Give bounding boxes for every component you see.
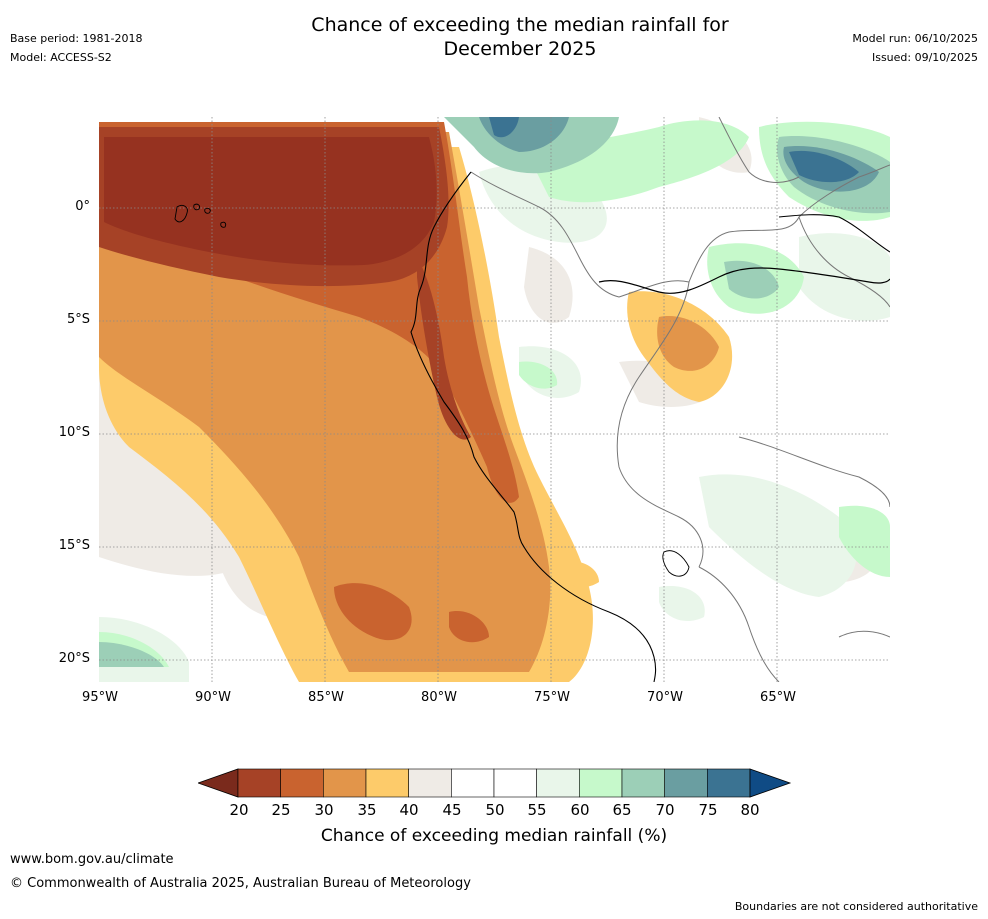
island xyxy=(220,221,227,228)
brown-strip xyxy=(417,257,471,440)
colorbar-title: Chance of exceeding median rainfall (%) xyxy=(320,826,668,846)
lon-label: 75°W xyxy=(534,690,570,705)
lat-label: 20°S xyxy=(58,651,90,666)
model-text: Model: ACCESS-S2 xyxy=(10,51,112,64)
footer-disclaimer: Boundaries are not considered authoritat… xyxy=(734,900,978,913)
border-line xyxy=(470,164,890,298)
base-period-text: Base period: 1981-2018 xyxy=(10,32,143,45)
dark-blue-regions xyxy=(489,117,859,183)
colorbar-bin xyxy=(621,768,665,798)
lat-label: 5°S xyxy=(66,312,90,327)
deep-brown-region xyxy=(104,137,437,266)
colorbar-bin xyxy=(536,768,580,798)
lat-label: 10°S xyxy=(58,425,90,440)
beige-region xyxy=(524,247,573,323)
colorbar-over-arrow xyxy=(749,768,792,798)
border-line xyxy=(718,117,800,183)
dark-orange-region xyxy=(334,583,412,641)
footer-copyright: © Commonwealth of Australia 2025, Austra… xyxy=(10,876,471,891)
country-borders xyxy=(470,117,890,682)
colorbar-bin xyxy=(707,768,751,798)
orange-region xyxy=(657,316,719,371)
colorbar-tick-label: 40 xyxy=(399,801,419,819)
colorbar-tick-label: 30 xyxy=(314,801,334,819)
colorbar-tick-label: 70 xyxy=(655,801,675,819)
issued-text: Issued: 09/10/2025 xyxy=(871,51,978,64)
graticule xyxy=(99,117,890,682)
lake-titicaca xyxy=(662,550,690,577)
colorbar-tick-label: 45 xyxy=(442,801,462,819)
footer-url[interactable]: www.bom.gov.au/climate xyxy=(10,852,174,867)
colorbar-under-arrow xyxy=(198,768,239,798)
bright-green-region xyxy=(529,120,749,203)
model-run-text: Model run: 06/10/2025 xyxy=(852,32,978,45)
lon-label: 95°W xyxy=(82,690,118,705)
bright-green-region xyxy=(839,505,890,577)
colorbar-bin xyxy=(579,768,623,798)
colorbar-bin xyxy=(451,768,495,798)
light-green-region xyxy=(699,474,857,597)
rainfall-probability-map xyxy=(99,117,890,682)
border-line xyxy=(698,566,780,682)
coastline xyxy=(410,171,657,682)
negro-river xyxy=(778,214,890,253)
amazon-river xyxy=(598,267,890,294)
colorbar-tick-label: 55 xyxy=(527,801,547,819)
colorbar-bin xyxy=(365,768,409,798)
colorbar-bin xyxy=(237,768,281,798)
lat-label: 15°S xyxy=(58,538,90,553)
border-line xyxy=(798,216,890,308)
bright-green-region xyxy=(519,361,558,389)
lat-label: 0° xyxy=(75,199,90,214)
yellow-region xyxy=(559,560,599,588)
map-title: Chance of exceeding the median rainfall … xyxy=(0,13,988,61)
island xyxy=(204,207,211,214)
light-green-region xyxy=(659,586,705,622)
dark-blue-region xyxy=(489,117,519,138)
colorbar-bin xyxy=(280,768,324,798)
island xyxy=(174,204,188,223)
border-line xyxy=(838,630,890,638)
colorbar-tick-label: 80 xyxy=(740,801,760,819)
colorbar-bins xyxy=(237,768,751,798)
colorbar-bin xyxy=(493,768,537,798)
colorbar-tick-label: 50 xyxy=(485,801,505,819)
colorbar-tick-label: 60 xyxy=(570,801,590,819)
colorbar-tick-label: 35 xyxy=(357,801,377,819)
lon-label: 80°W xyxy=(421,690,457,705)
border-line xyxy=(616,281,704,568)
lon-label: 65°W xyxy=(760,690,796,705)
title-line-1: Chance of exceeding the median rainfall … xyxy=(311,14,729,36)
lon-label: 70°W xyxy=(647,690,683,705)
colorbar-bin xyxy=(408,768,452,798)
colorbar-tick-label: 25 xyxy=(271,801,291,819)
colorbar-tick-label: 20 xyxy=(229,801,249,819)
colorbar-bin xyxy=(664,768,708,798)
lon-label: 85°W xyxy=(308,690,344,705)
dark-orange-region xyxy=(449,611,489,643)
title-line-2: December 2025 xyxy=(443,38,597,60)
border-line xyxy=(738,436,890,508)
lon-label: 90°W xyxy=(195,690,231,705)
colorbar-bin xyxy=(323,768,367,798)
galapagos-islands xyxy=(174,203,227,228)
light-green-region xyxy=(799,233,890,321)
colorbar-tick-label: 65 xyxy=(612,801,632,819)
dark-blue-region xyxy=(789,150,859,183)
colorbar xyxy=(198,768,792,798)
island xyxy=(193,203,200,211)
teal-region xyxy=(99,642,164,667)
colorbar-tick-label: 75 xyxy=(698,801,718,819)
